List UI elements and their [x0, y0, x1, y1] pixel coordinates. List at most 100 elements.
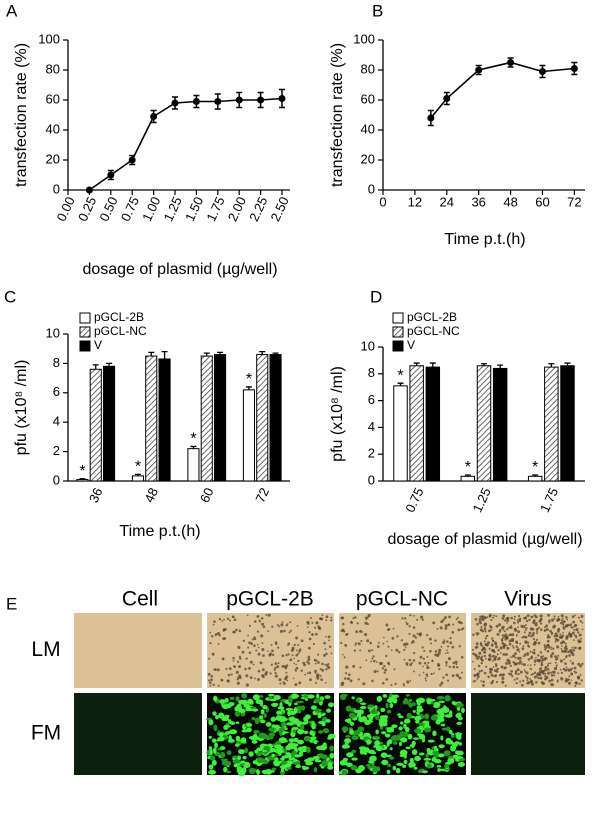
- fluorescent-cell: [421, 770, 429, 774]
- cell-speck: [278, 625, 281, 628]
- cell-speck: [316, 673, 320, 677]
- fluorescent-cell: [221, 760, 229, 766]
- cell-speck: [537, 641, 541, 645]
- cell-speck: [501, 681, 504, 684]
- y-tick-label: 100: [38, 31, 60, 46]
- cell-speck: [212, 623, 215, 626]
- cell-speck: [218, 634, 221, 637]
- cell-speck: [524, 675, 527, 678]
- cell-speck: [479, 621, 482, 625]
- cell-speck: [442, 676, 445, 679]
- cell-speck: [498, 623, 502, 627]
- fluorescent-cell: [455, 702, 464, 708]
- legend-swatch: [392, 340, 404, 352]
- cell-speck: [522, 625, 526, 629]
- fluorescent-cell: [227, 719, 232, 724]
- cell-speck: [325, 635, 327, 638]
- cell-speck: [514, 672, 518, 675]
- fluorescent-cell: [408, 702, 413, 708]
- cell-speck: [514, 662, 518, 666]
- cell-speck: [546, 649, 550, 653]
- cell-speck: [474, 646, 478, 649]
- fluorescent-cell: [408, 763, 414, 768]
- cell-speck: [570, 679, 573, 681]
- fluorescent-cell: [458, 742, 462, 746]
- cell-speck: [242, 639, 246, 643]
- fluorescent-cell: [229, 738, 235, 743]
- cell-speck: [232, 665, 235, 668]
- bar: [187, 448, 200, 482]
- cell-speck: [478, 618, 482, 622]
- cell-speck: [350, 620, 353, 623]
- cell-speck: [210, 634, 214, 638]
- cell-speck: [295, 636, 299, 640]
- x-tick-label: 0.75: [402, 485, 426, 514]
- cell-speck: [293, 657, 295, 660]
- fluorescent-cell: [311, 722, 316, 730]
- cell-speck: [296, 649, 298, 652]
- cell-speck: [232, 656, 235, 660]
- cell-speck: [420, 615, 424, 619]
- cell-speck: [287, 653, 290, 656]
- point: [507, 59, 515, 66]
- cell-speck: [311, 621, 314, 624]
- cell-speck: [500, 665, 504, 669]
- cell-speck: [519, 680, 522, 683]
- fluorescent-cell: [293, 758, 298, 762]
- fluorescent-cell: [309, 730, 315, 736]
- error-bar: [161, 350, 168, 359]
- fluorescent-cell: [265, 722, 272, 727]
- cell-speck: [411, 662, 413, 664]
- micrograph: [471, 693, 585, 775]
- cell-speck: [382, 642, 385, 645]
- cell-speck: [244, 667, 247, 671]
- line: [88, 97, 283, 191]
- fluorescent-cell: [396, 762, 404, 766]
- cell-speck: [532, 631, 535, 635]
- bar: [145, 355, 158, 482]
- fluorescent-cell: [327, 702, 335, 708]
- cell-speck: [506, 646, 510, 650]
- fluorescent-cell: [363, 747, 369, 751]
- cell-speck: [281, 654, 285, 658]
- cell-speck: [377, 641, 380, 644]
- fluorescent-cell: [437, 768, 441, 772]
- x-axis-label: dosage of plasmid (µg/well): [387, 531, 582, 548]
- cell-speck: [418, 661, 422, 665]
- cell-speck: [524, 654, 527, 657]
- panel-label: E: [6, 594, 17, 613]
- cell-speck: [501, 641, 505, 645]
- x-tick-label: 2.00: [225, 194, 249, 223]
- cell-speck: [488, 647, 491, 650]
- cell-speck: [546, 667, 550, 671]
- cell-speck: [367, 615, 370, 617]
- cell-speck: [405, 642, 409, 646]
- fluorescent-cell: [403, 731, 409, 738]
- cell-speck: [510, 670, 513, 673]
- fluorescent-cell: [235, 696, 240, 702]
- cell-speck: [412, 626, 416, 629]
- cell-speck: [571, 615, 575, 619]
- cell-speck: [532, 638, 535, 641]
- fluorescent-cell: [297, 739, 305, 745]
- cell-speck: [496, 653, 499, 656]
- cell-speck: [483, 623, 487, 627]
- cell-speck: [546, 635, 550, 639]
- cell-speck: [513, 615, 516, 618]
- cell-speck: [484, 649, 487, 652]
- fluorescent-cell: [255, 699, 264, 705]
- fluorescent-cell: [373, 735, 380, 739]
- cell-speck: [253, 636, 256, 639]
- cell-speck: [360, 639, 363, 643]
- fluorescent-cell: [398, 726, 403, 731]
- fluorescent-cell: [271, 702, 278, 707]
- cell-speck: [325, 652, 328, 656]
- error-bar: [203, 352, 210, 357]
- cell-speck: [527, 658, 531, 661]
- bar: [544, 366, 559, 482]
- cell-speck: [436, 653, 440, 658]
- fluorescent-cell: [440, 723, 446, 727]
- cell-speck: [357, 642, 361, 646]
- fluorescent-cell: [325, 718, 331, 723]
- x-tick-label: 2.25: [246, 194, 270, 223]
